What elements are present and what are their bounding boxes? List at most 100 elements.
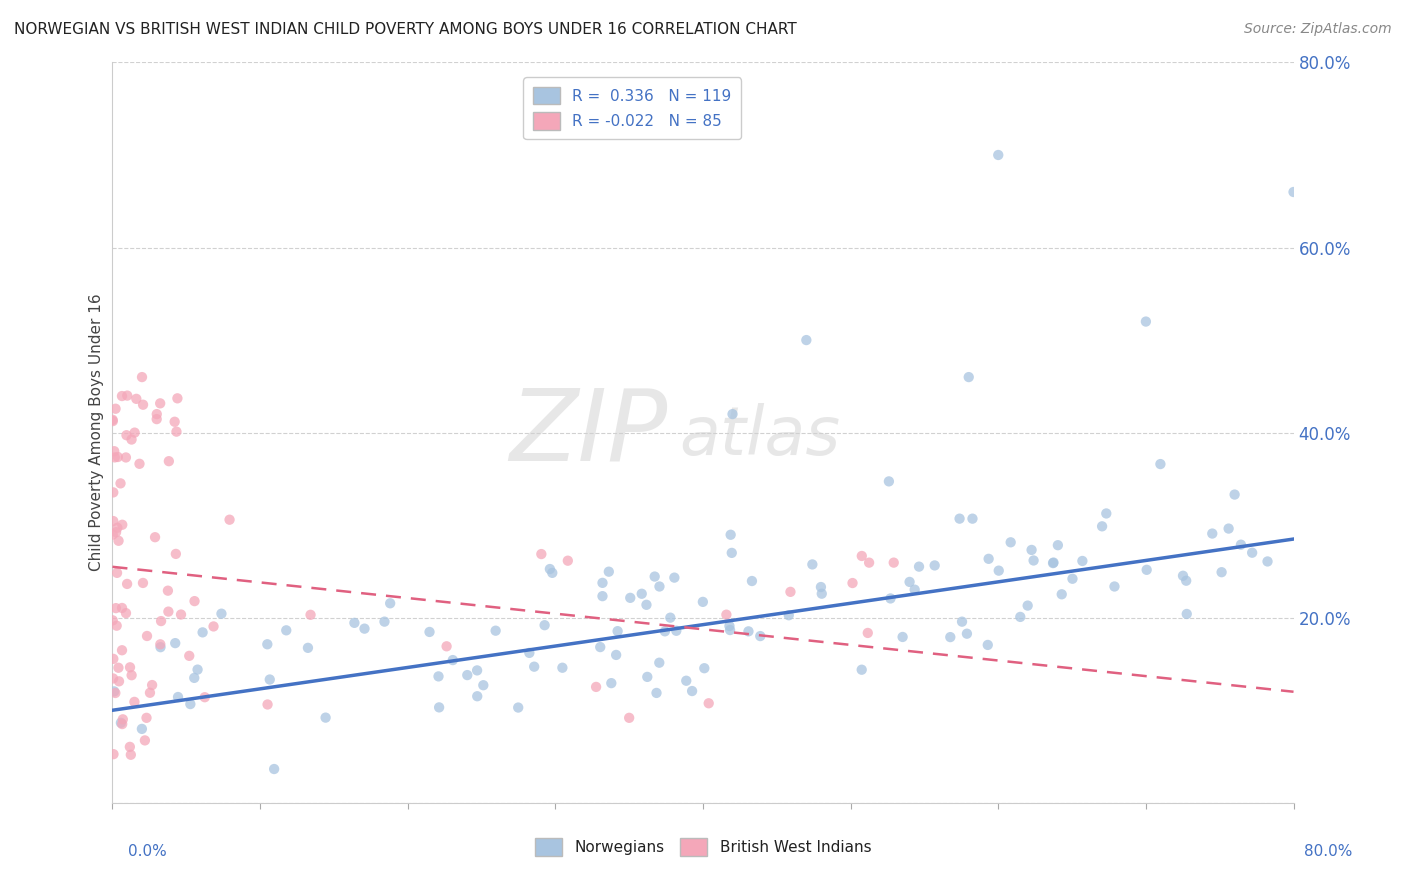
Point bbox=[170, 607, 193, 622]
Point bbox=[598, 565, 620, 579]
Point bbox=[263, 762, 285, 776]
Point bbox=[115, 428, 138, 442]
Point bbox=[1175, 607, 1198, 621]
Point bbox=[299, 607, 322, 622]
Point bbox=[107, 450, 129, 464]
Point bbox=[1104, 580, 1126, 594]
Point bbox=[1017, 599, 1039, 613]
Point bbox=[1218, 522, 1240, 536]
Point bbox=[131, 370, 153, 384]
Point bbox=[665, 624, 688, 638]
Point bbox=[541, 566, 564, 580]
Point bbox=[720, 546, 742, 560]
Point bbox=[1095, 507, 1118, 521]
Point bbox=[619, 591, 641, 605]
Point bbox=[117, 388, 138, 402]
Point bbox=[256, 637, 278, 651]
Point bbox=[104, 601, 127, 615]
Point bbox=[315, 711, 337, 725]
Text: ZIP: ZIP bbox=[509, 384, 668, 481]
Point bbox=[465, 690, 488, 704]
Point bbox=[1091, 519, 1114, 533]
Point bbox=[636, 670, 658, 684]
Point bbox=[851, 549, 873, 563]
Point bbox=[858, 556, 880, 570]
Point bbox=[659, 610, 682, 624]
Point bbox=[373, 615, 395, 629]
Point bbox=[276, 624, 298, 638]
Point bbox=[987, 564, 1010, 578]
Point bbox=[111, 712, 134, 726]
Point bbox=[156, 583, 179, 598]
Point bbox=[436, 640, 458, 654]
Point bbox=[530, 547, 553, 561]
Point bbox=[105, 618, 128, 632]
Point bbox=[145, 412, 167, 426]
Point bbox=[950, 615, 973, 629]
Point bbox=[648, 580, 671, 594]
Point bbox=[166, 425, 188, 439]
Point bbox=[165, 636, 187, 650]
Point bbox=[1136, 563, 1159, 577]
Point bbox=[538, 562, 561, 576]
Point bbox=[1257, 554, 1279, 568]
Point bbox=[149, 637, 172, 651]
Point bbox=[606, 624, 628, 639]
Point bbox=[194, 690, 217, 705]
Point bbox=[187, 663, 209, 677]
Point bbox=[1046, 538, 1069, 552]
Point bbox=[721, 407, 744, 421]
Point bbox=[948, 511, 970, 525]
Point bbox=[977, 551, 1000, 566]
Point bbox=[139, 686, 162, 700]
Point bbox=[115, 577, 138, 591]
Point bbox=[418, 624, 440, 639]
Point bbox=[585, 680, 607, 694]
Point bbox=[1062, 572, 1084, 586]
Point bbox=[103, 514, 125, 528]
Point bbox=[987, 148, 1010, 162]
Point bbox=[1010, 610, 1032, 624]
Point bbox=[1042, 556, 1064, 570]
Point bbox=[121, 433, 143, 447]
Point bbox=[353, 622, 375, 636]
Point bbox=[166, 392, 188, 406]
Point bbox=[103, 485, 125, 500]
Point bbox=[1135, 314, 1157, 328]
Point bbox=[664, 571, 686, 585]
Point bbox=[259, 673, 281, 687]
Point bbox=[796, 333, 818, 347]
Point bbox=[891, 630, 914, 644]
Point bbox=[851, 663, 873, 677]
Point bbox=[135, 711, 157, 725]
Point bbox=[146, 407, 169, 421]
Point bbox=[654, 624, 676, 639]
Point bbox=[132, 576, 155, 591]
Point bbox=[103, 652, 125, 666]
Point bbox=[104, 686, 127, 700]
Point bbox=[924, 558, 946, 573]
Point bbox=[1241, 546, 1264, 560]
Legend: Norwegians, British West Indians: Norwegians, British West Indians bbox=[529, 832, 877, 862]
Point bbox=[111, 517, 134, 532]
Point bbox=[141, 678, 163, 692]
Point bbox=[533, 618, 555, 632]
Point bbox=[101, 613, 124, 627]
Point bbox=[749, 629, 772, 643]
Point bbox=[589, 640, 612, 654]
Point bbox=[163, 415, 186, 429]
Point bbox=[202, 619, 225, 633]
Point bbox=[183, 594, 205, 608]
Point bbox=[977, 638, 1000, 652]
Point bbox=[1211, 565, 1233, 579]
Point bbox=[508, 700, 530, 714]
Point bbox=[1042, 556, 1064, 570]
Point bbox=[101, 413, 124, 427]
Point bbox=[101, 672, 124, 686]
Point bbox=[741, 574, 763, 588]
Point bbox=[108, 674, 131, 689]
Point bbox=[165, 547, 187, 561]
Point bbox=[427, 669, 450, 683]
Point bbox=[128, 457, 150, 471]
Point bbox=[179, 648, 201, 663]
